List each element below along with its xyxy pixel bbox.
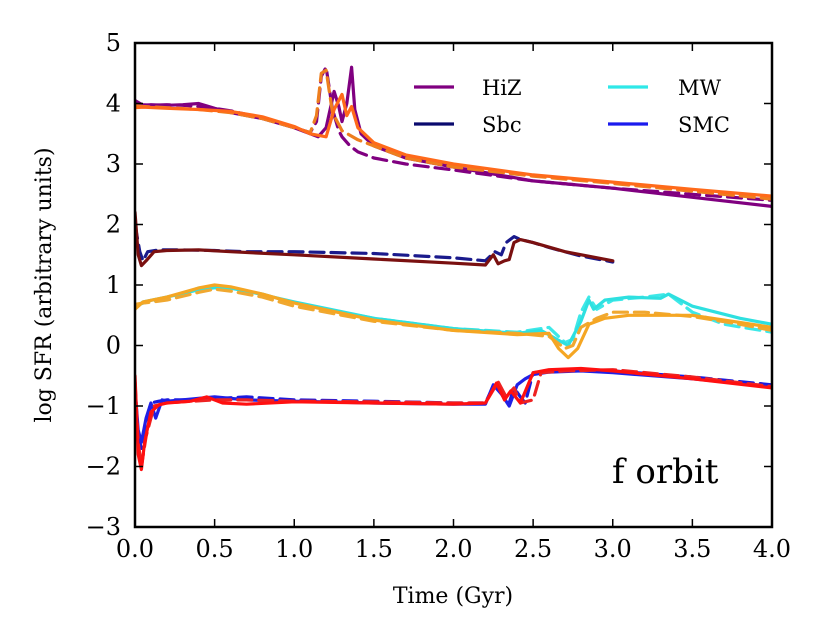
series-smc-solid-11 (135, 369, 772, 444)
x-tick-label: 1.0 (275, 535, 313, 563)
y-tick-label: 5 (106, 29, 121, 57)
x-axis: 0.0 0.5 1.0 1.5 2.0 2.5 3.0 3.5 4.0 (116, 43, 791, 563)
y-tick-label: −3 (86, 513, 121, 541)
legend-label-mw: MW (678, 76, 722, 100)
series-smc-solid-13 (135, 366, 772, 472)
x-tick-label: 4.0 (753, 535, 791, 563)
series-mw-solid-9 (135, 283, 772, 360)
legend-label-sbc: Sbc (482, 113, 522, 137)
x-tick-label: 1.5 (355, 535, 393, 563)
series-mw-solid-7 (135, 285, 772, 348)
y-tick-label: 2 (106, 211, 121, 239)
y-tick-label: 1 (106, 271, 121, 299)
series-mw-dashed-6 (135, 286, 772, 345)
series-layer (135, 65, 772, 472)
x-tick-label: 2.5 (514, 535, 552, 563)
x-tick-label: 0.0 (116, 535, 154, 563)
series-sbc-solid-5 (135, 210, 615, 268)
y-axis: −3 −2 −1 0 1 2 3 4 5 (86, 29, 772, 541)
series-mw-solid-3 (135, 92, 772, 198)
legend-label-hiz: HiZ (482, 76, 522, 100)
legend-label-smc: SMC (678, 113, 730, 137)
x-axis-label: Time (Gyr) (393, 584, 513, 609)
x-tick-label: 3.5 (673, 535, 711, 563)
y-tick-label: 3 (106, 150, 121, 178)
y-tick-label: −1 (86, 392, 121, 420)
x-tick-label: 3.0 (594, 535, 632, 563)
series-mw-dashed-2 (135, 68, 772, 201)
y-tick-label: −2 (86, 453, 121, 481)
series-smc-dashed-10 (135, 368, 772, 450)
x-tick-label: 0.5 (196, 535, 234, 563)
y-axis-label: log SFR (arbitrary units) (32, 147, 57, 422)
orbit-annotation: f orbit (612, 452, 719, 492)
legend: HiZ MW Sbc SMC (414, 76, 730, 137)
y-tick-label: 4 (106, 90, 121, 118)
x-tick-label: 2.0 (434, 535, 472, 563)
y-tick-label: 0 (106, 332, 121, 360)
